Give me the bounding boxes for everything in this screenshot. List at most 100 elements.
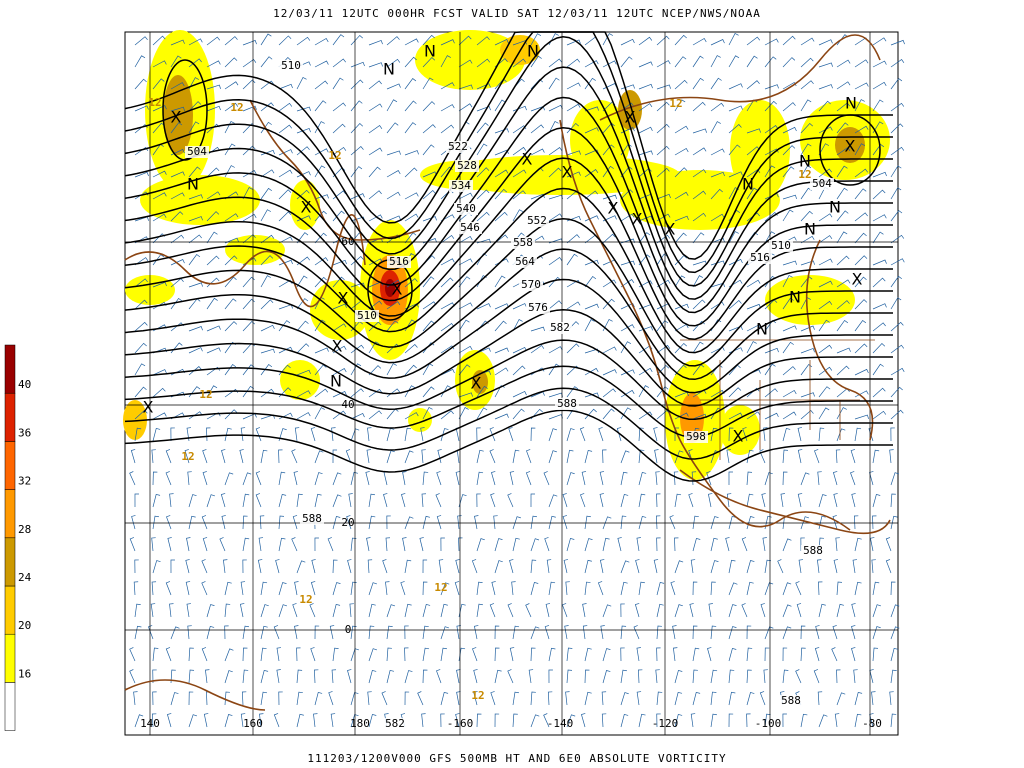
barb [458,258,473,266]
barb [656,691,663,706]
barb [131,515,136,530]
barb [476,385,488,398]
barb [332,582,341,596]
barb [309,603,316,618]
barb [674,125,689,134]
barb [260,324,275,332]
barb [638,471,647,486]
barb [620,341,632,354]
barb [584,276,597,288]
barb [273,625,280,640]
barb [458,103,473,112]
barb [633,625,640,640]
coastline [249,99,421,241]
center-marker: X [338,289,349,308]
barb [440,385,452,398]
barb [328,691,334,706]
vorticity-label: 12 [798,168,811,181]
barb [890,39,905,46]
longitude-label: 160 [243,717,263,730]
barb [296,493,303,508]
barb [674,275,686,288]
barb [692,212,707,222]
barb [224,213,239,222]
barb [512,516,521,530]
barb [674,604,683,618]
barb [764,626,774,640]
barb [260,647,267,662]
barb [494,413,509,420]
barb [224,603,231,618]
barb [813,669,820,684]
barb [202,471,208,486]
barb [134,363,146,376]
barb [170,559,175,574]
barb [655,471,660,486]
barb [239,603,245,618]
barb [674,34,687,46]
barb [366,537,371,552]
barb [259,515,265,530]
height-contour [124,387,893,460]
barb [476,581,483,596]
contour-label: 510 [281,59,301,72]
barb [278,169,293,178]
barb [620,260,635,266]
barb [278,124,293,134]
label-bg [779,695,803,707]
barb [494,347,509,354]
vorticity-area [835,127,865,163]
colorbar-label: 16 [18,667,31,680]
barb [422,603,431,618]
barb [332,34,345,46]
barb [764,347,779,354]
barb [710,171,725,178]
barb [276,669,281,684]
barb [224,120,235,134]
label-bg [555,398,579,410]
barb [512,209,524,222]
barb [260,234,275,244]
barb [440,39,455,46]
barb [152,647,159,662]
barb [782,604,792,618]
barb [350,166,363,178]
barb [509,559,514,574]
barb [797,449,803,464]
barb [670,581,676,596]
barb [296,669,303,684]
barb [512,58,527,68]
barb [314,347,329,354]
barb [404,78,417,90]
barb [404,167,418,178]
barb [167,537,172,552]
barb [725,537,730,552]
barb [620,38,635,46]
barb [314,37,329,46]
barb [818,603,826,618]
barb [800,364,813,376]
barb [224,276,237,288]
contour-label: 588 [803,544,823,557]
barb [782,57,796,68]
barb [260,691,268,706]
barb [602,165,614,178]
barb [530,626,540,640]
height-contour [124,218,893,367]
barb [314,257,329,266]
barb [584,538,593,552]
barb [332,449,338,464]
barb [566,428,575,442]
barb [332,210,345,222]
barb [818,319,830,332]
vorticity-label: 12 [148,96,161,109]
colorbar-swatch [4,633,16,683]
barb [530,714,540,728]
vorticity-label: 12 [328,149,341,162]
barb [674,691,683,706]
barb [710,301,725,310]
colorbar-swatch [4,344,16,394]
barb [581,471,587,486]
barb [692,647,700,662]
longitude-label: -120 [652,717,679,730]
